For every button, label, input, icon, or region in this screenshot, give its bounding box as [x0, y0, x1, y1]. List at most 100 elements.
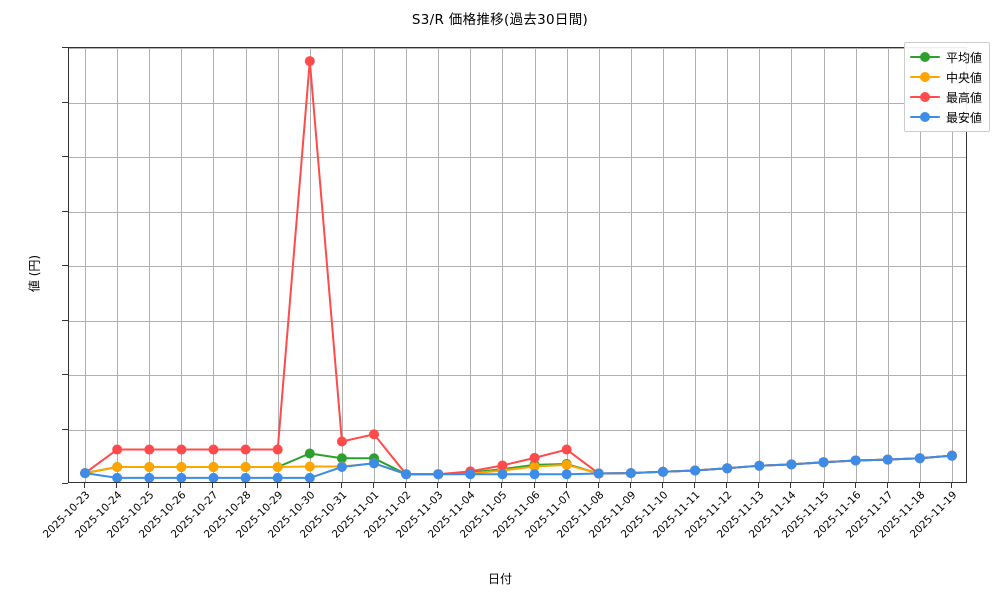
gridline-vertical [855, 48, 857, 482]
x-axis-tick-mark [340, 483, 342, 488]
data-point [304, 448, 315, 459]
data-point [850, 455, 861, 466]
gridline-vertical [245, 48, 247, 482]
x-axis-tick-label: 2025-11-07 [522, 489, 575, 541]
data-point [336, 453, 347, 464]
x-axis-tick-mark [501, 483, 503, 488]
data-point [946, 450, 957, 461]
legend-label: 平均値 [945, 50, 982, 65]
x-axis-tick-label: 2025-11-01 [329, 489, 382, 541]
legend-swatch-icon [909, 91, 940, 103]
x-axis-tick-mark [116, 483, 118, 488]
gridline-vertical [374, 48, 376, 482]
data-point [144, 461, 155, 472]
data-point [914, 453, 925, 464]
x-axis-tick-mark [758, 483, 760, 488]
legend-swatch-icon [909, 51, 940, 63]
x-axis-tick-mark [918, 483, 920, 488]
data-point [497, 460, 508, 471]
data-point [176, 472, 187, 482]
gridline-vertical [662, 48, 664, 482]
y-axis-tick-mark [62, 210, 68, 212]
x-axis-tick-label: 2025-11-11 [650, 489, 703, 541]
x-axis-tick-label: 2025-11-16 [811, 489, 864, 541]
data-point [208, 444, 219, 455]
legend-label: 最安値 [945, 110, 982, 125]
y-axis-tick-mark [62, 483, 68, 484]
x-axis-tick-label: 2025-11-19 [907, 489, 960, 541]
data-point [433, 469, 444, 480]
series-layer [80, 56, 957, 482]
x-axis-tick-mark [373, 483, 375, 488]
data-point [497, 469, 508, 480]
data-point [529, 452, 540, 463]
x-axis-tick-mark [308, 483, 310, 488]
series-line [84, 454, 953, 479]
data-point [336, 436, 347, 447]
gridline-vertical [341, 48, 343, 482]
data-point [690, 465, 701, 476]
x-axis-tick-label: 2025-11-08 [554, 489, 607, 541]
gridline-vertical [566, 48, 568, 482]
y-axis-tick-mark [62, 319, 68, 321]
x-axis-tick-label: 2025-10-29 [233, 489, 286, 541]
legend-item-平均値[interactable]: 平均値 [909, 47, 982, 67]
data-point [882, 454, 893, 465]
data-point [786, 459, 797, 470]
gridline-vertical [213, 48, 215, 482]
gridline-vertical [630, 48, 632, 482]
gridline-horizontal [69, 48, 966, 49]
legend-item-最安値[interactable]: 最安値 [909, 107, 982, 127]
x-axis-tick-label: 2025-10-30 [265, 489, 318, 541]
x-axis-tick-mark [276, 483, 278, 488]
data-point [304, 461, 315, 472]
gridline-horizontal [69, 157, 966, 158]
data-point [304, 56, 315, 67]
data-point [401, 469, 412, 480]
x-axis-tick-mark [469, 483, 471, 488]
x-axis-tick-label: 2025-11-18 [875, 489, 928, 541]
data-point [272, 461, 283, 472]
x-axis-tick-mark [950, 483, 952, 488]
data-point [818, 457, 829, 468]
gridline-horizontal [69, 102, 966, 104]
x-axis-label: 日付 [487, 572, 512, 586]
gridline-horizontal [69, 266, 966, 267]
data-point [336, 461, 347, 472]
x-axis-tick-mark [84, 483, 86, 488]
data-point [561, 444, 572, 455]
gridline-vertical [502, 48, 504, 482]
x-axis-tick-mark [694, 483, 696, 488]
data-point [657, 466, 668, 477]
legend-item-最高値[interactable]: 最高値 [909, 87, 982, 107]
y-axis-tick-mark [62, 265, 68, 266]
gridline-vertical [887, 48, 889, 482]
data-point [272, 444, 283, 455]
data-point [112, 444, 123, 455]
gridline-vertical [791, 48, 793, 482]
data-point [208, 472, 219, 482]
data-point [176, 444, 187, 455]
legend-swatch-icon [909, 71, 940, 83]
gridline-vertical [919, 48, 921, 482]
x-axis-tick-mark [597, 483, 599, 488]
gridline-horizontal [69, 320, 966, 322]
x-axis-tick-mark [212, 483, 214, 488]
data-point [240, 444, 251, 455]
gridline-vertical [277, 48, 279, 482]
legend-item-中央値[interactable]: 中央値 [909, 67, 982, 87]
legend-label: 中央値 [945, 70, 982, 85]
x-axis-tick-mark [822, 483, 824, 488]
x-axis-tick-mark [565, 483, 567, 488]
x-axis-tick-mark [661, 483, 663, 488]
x-axis-tick-mark [886, 483, 888, 488]
gridline-vertical [534, 48, 536, 482]
data-point [722, 463, 733, 474]
data-point [561, 459, 572, 470]
x-axis-tick-label: 2025-10-31 [297, 489, 350, 541]
gridline-vertical [759, 48, 761, 482]
y-axis-tick-mark [62, 101, 68, 103]
gridline-vertical [149, 48, 151, 482]
